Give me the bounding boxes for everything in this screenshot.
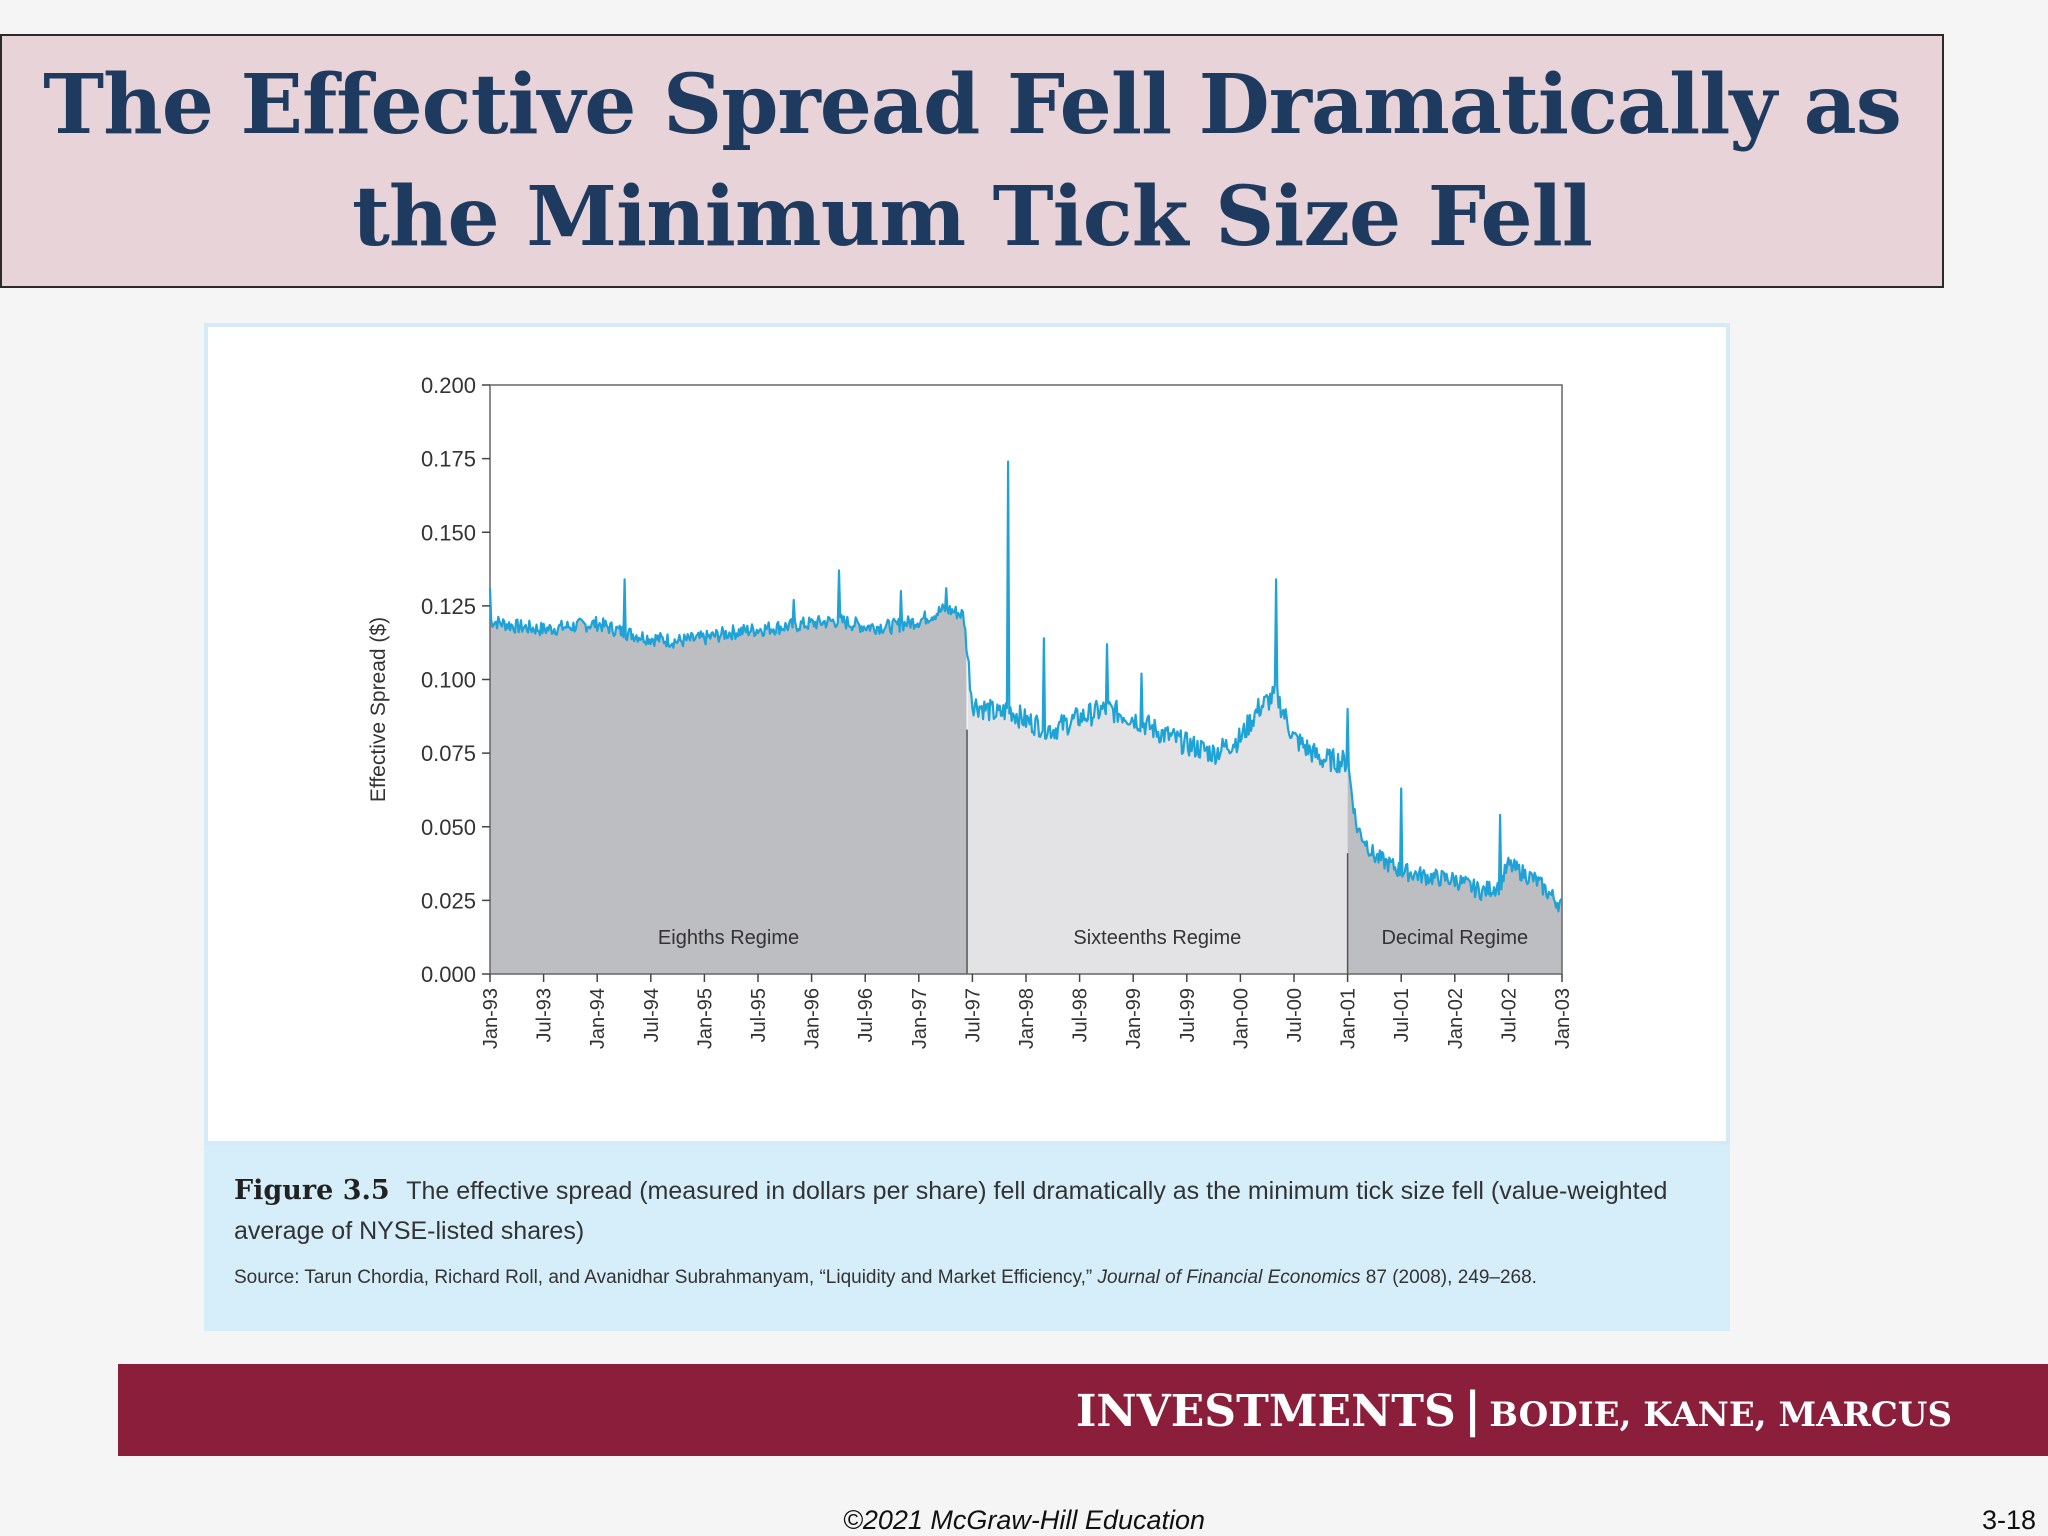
banner-title: INVESTMENTS xyxy=(1075,1386,1456,1437)
y-tick-label: 0.200 xyxy=(421,373,476,398)
x-tick-label: Jul-97 xyxy=(962,988,984,1042)
figure-panel: 0.000 0.025 0.050 0.075 0.100 0.125 0.150 0.175… xyxy=(204,323,1730,1145)
x-tick-label: Jan-02 xyxy=(1445,988,1467,1049)
x-tick-label: Jul-99 xyxy=(1177,988,1199,1042)
x-tick-label: Jan-95 xyxy=(694,988,716,1049)
figure-caption: Figure 3.5 The effective spread (measure… xyxy=(204,1145,1730,1331)
regime-area-0 xyxy=(490,570,968,974)
x-tick-label: Jan-03 xyxy=(1552,988,1574,1049)
spread-series-line xyxy=(488,460,1563,913)
x-tick-label: Jan-96 xyxy=(802,988,824,1049)
source-suffix: 87 (2008), 249–268. xyxy=(1365,1267,1537,1288)
effective-spread-chart: 0.000 0.025 0.050 0.075 0.100 0.125 0.150 0.175… xyxy=(367,373,1574,1049)
page-number: 3-18 xyxy=(1981,1505,2036,1535)
y-tick-label: 0.000 xyxy=(421,962,476,987)
slide-title-line-1: The Effective Spread Fell Dramatically a… xyxy=(43,57,1902,153)
x-tick-label: Jan-99 xyxy=(1123,988,1145,1049)
banner-text: INVESTMENTS | BODIE, KANE, MARCUS xyxy=(1076,1382,1952,1438)
source-journal: Journal of Financial Economics xyxy=(1097,1267,1361,1288)
y-tick-label: 0.075 xyxy=(421,741,476,766)
x-tick-label: Jan-00 xyxy=(1230,988,1252,1049)
x-tick-label: Jul-00 xyxy=(1284,988,1306,1042)
x-tick-label: Jan-97 xyxy=(909,988,931,1049)
caption-main: Figure 3.5 The effective spread (measure… xyxy=(234,1171,1700,1251)
x-tick-label: Jul-98 xyxy=(1070,988,1092,1042)
copyright-footer: ©2021 McGraw-Hill Education xyxy=(842,1505,1206,1535)
x-tick-label: Jan-93 xyxy=(480,988,502,1049)
source-prefix: Source: Tarun Chordia, Richard Roll, and… xyxy=(234,1267,1093,1288)
x-tick-label: Jul-93 xyxy=(534,988,556,1042)
y-tick-label: 0.150 xyxy=(421,520,476,545)
y-tick-label: 0.100 xyxy=(421,668,476,693)
y-tick-label: 0.175 xyxy=(421,447,476,472)
caption-source: Source: Tarun Chordia, Richard Roll, and… xyxy=(234,1265,1700,1291)
x-tick-label: Jul-96 xyxy=(855,988,877,1042)
banner-authors: BODIE, KANE, MARCUS xyxy=(1489,1395,1952,1435)
y-axis-label: Effective Spread ($) xyxy=(367,617,390,802)
slide-title-line-2: the Minimum Tick Size Fell xyxy=(352,169,1593,265)
regime-area-1 xyxy=(967,461,1348,975)
regime-label: Decimal Regime xyxy=(1381,927,1528,949)
x-tick-label: Jan-01 xyxy=(1338,988,1360,1049)
caption-text: The effective spread (measured in dollar… xyxy=(234,1177,1668,1245)
x-tick-label: Jul-02 xyxy=(1498,988,1520,1042)
y-tick-label: 0.025 xyxy=(421,888,476,913)
regime-label: Eighths Regime xyxy=(658,927,799,949)
slide-title-box: The Effective Spread Fell Dramatically a… xyxy=(0,34,1944,288)
y-tick-label: 0.125 xyxy=(421,594,476,619)
banner-separator: | xyxy=(1463,1382,1482,1438)
publisher-banner: INVESTMENTS | BODIE, KANE, MARCUS xyxy=(118,1364,2048,1456)
x-tick-label: Jul-94 xyxy=(641,988,663,1042)
x-tick-label: Jan-94 xyxy=(587,988,609,1049)
x-tick-label: Jan-98 xyxy=(1016,988,1038,1049)
y-tick-label: 0.050 xyxy=(421,815,476,840)
regime-area-2 xyxy=(1347,709,1562,974)
x-tick-label: Jul-95 xyxy=(748,988,770,1042)
regime-label: Sixteenths Regime xyxy=(1073,927,1241,949)
figure-label: Figure 3.5 xyxy=(234,1175,390,1206)
x-tick-label: Jul-01 xyxy=(1391,988,1413,1042)
